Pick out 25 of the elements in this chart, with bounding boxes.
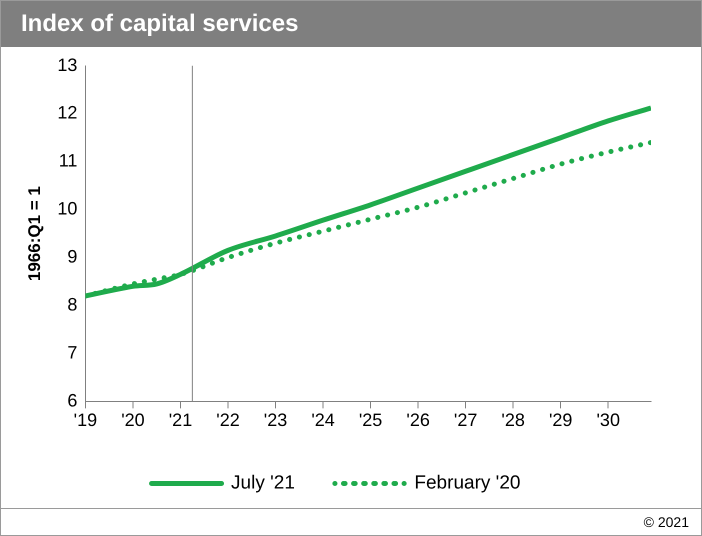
y-tick-label: 9 xyxy=(67,246,78,267)
y-tick-label: 10 xyxy=(57,198,78,219)
x-tick-label: '30 xyxy=(596,410,620,430)
x-tick-label: '25 xyxy=(358,410,382,430)
legend-label: July '21 xyxy=(231,472,295,494)
text: © 2021 xyxy=(644,514,689,530)
chart-title: Index of capital services xyxy=(1,1,701,47)
x-tick-label: '20 xyxy=(121,410,145,430)
x-tick-label: '27 xyxy=(454,410,478,430)
y-tick-label: 11 xyxy=(58,150,78,171)
y-tick-label: 8 xyxy=(67,294,78,314)
y-tick-label: 7 xyxy=(67,342,78,362)
y-tick-label: 13 xyxy=(57,54,78,75)
x-tick-label: '23 xyxy=(264,410,288,430)
y-tick-label: 12 xyxy=(57,102,78,123)
x-tick-label: '21 xyxy=(168,410,192,430)
x-tick-label: '19 xyxy=(74,410,98,430)
x-tick-label: '28 xyxy=(501,410,525,430)
x-tick-label: '29 xyxy=(548,410,572,430)
legend-label: February '20 xyxy=(414,472,520,494)
x-tick-label: '24 xyxy=(311,410,335,430)
y-axis-title: 1966:Q1 = 1 xyxy=(24,186,44,282)
y-tick-label: 6 xyxy=(67,390,78,410)
x-tick-label: '22 xyxy=(216,410,240,430)
x-tick-label: '26 xyxy=(406,410,430,430)
